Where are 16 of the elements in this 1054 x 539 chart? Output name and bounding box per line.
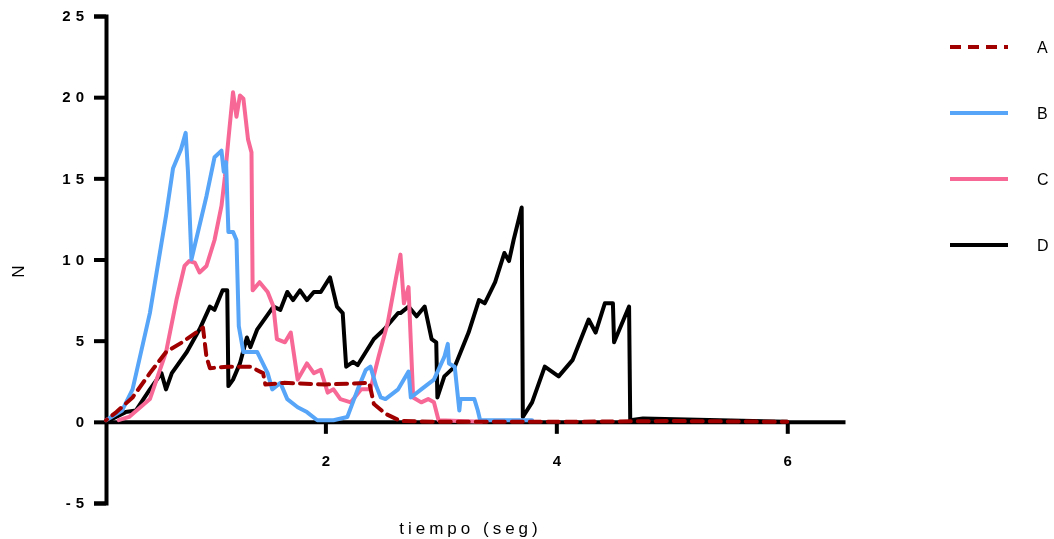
- x-tick-label: 6: [783, 452, 797, 470]
- legend-label: A: [1037, 39, 1048, 56]
- y-tick-label: -5: [65, 494, 89, 512]
- x-axis-title: tiempo (seg): [399, 519, 542, 538]
- y-axis-title: N: [9, 265, 28, 278]
- x-tick-label: 4: [552, 452, 566, 470]
- legend-label: C: [1037, 171, 1049, 188]
- y-tick-label: 25: [62, 7, 89, 25]
- y-tick-label: 15: [62, 169, 89, 187]
- x-tick-label: 2: [321, 452, 336, 470]
- y-tick-label: 5: [75, 331, 89, 349]
- y-tick-label: 0: [75, 413, 89, 431]
- legend-label: B: [1037, 105, 1048, 122]
- legend-label: D: [1037, 237, 1049, 254]
- y-tick-label: 10: [62, 250, 89, 268]
- y-tick-label: 20: [62, 88, 89, 106]
